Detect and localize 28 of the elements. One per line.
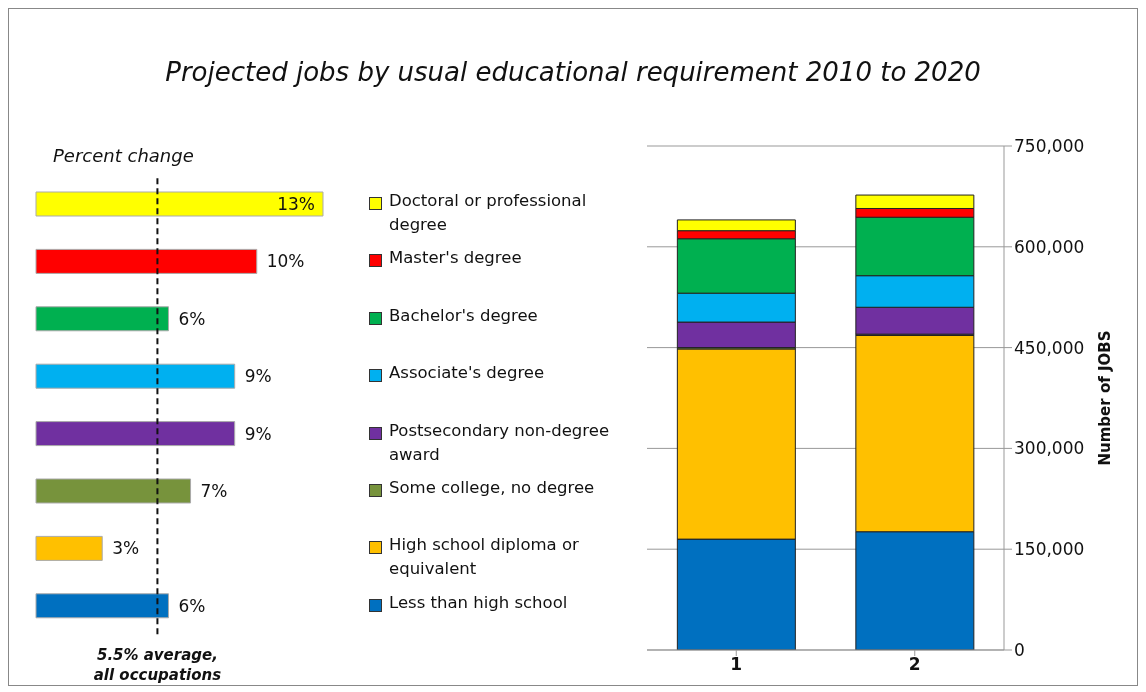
legend-label: High school diploma or equivalent [389,534,580,581]
y-tick-label: 600,000 [1014,236,1085,257]
y-tick-label: 0 [1014,640,1025,661]
data-label: 3% [112,538,140,559]
x-tick-label: 2 [908,654,921,675]
x-tick-label: 1 [730,654,743,675]
legend-label: Doctoral or professional degree [389,190,588,236]
data-label: 9% [244,366,272,387]
y-axis-title: Number of JOBS [1096,330,1115,466]
data-label: 13% [277,194,315,214]
ref-line-label: 5.5% average, all occupations [93,646,222,685]
y-tick-label: 750,000 [1014,136,1085,157]
legend-label: Master's degree [389,247,522,270]
text: Projected jobs by usual educational requirement 2010 to 2020 [164,57,982,87]
legend-label: Bachelor's degree [389,304,538,327]
data-label: 9% [244,423,272,444]
data-label: 10% [266,251,305,272]
data-label: 7% [200,480,228,501]
data-label: 6% [178,308,206,329]
data-label: 6% [178,595,206,616]
x-axis-title: Percent change [53,145,194,166]
legend-label: Associate's degree [389,362,545,385]
legend-label: Postsecondary non-degree award [389,419,611,466]
legend-label: Less than high school [389,591,568,614]
y-tick-label: 150,000 [1014,539,1085,560]
y-tick-label: 450,000 [1014,337,1085,358]
y-tick-label: 300,000 [1014,438,1085,459]
legend-label: Some college, no degree [389,477,595,499]
